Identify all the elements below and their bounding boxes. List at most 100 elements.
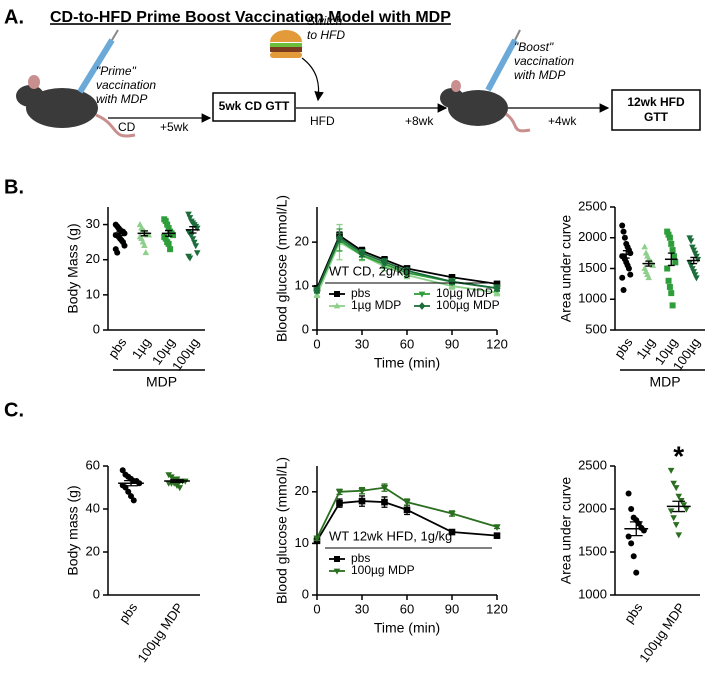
point bbox=[176, 485, 184, 492]
error-bar bbox=[189, 226, 197, 234]
point bbox=[191, 239, 198, 246]
annotation: * bbox=[673, 441, 684, 472]
y-tick-label: 20 bbox=[295, 483, 309, 498]
y-tick-label: 1000 bbox=[578, 291, 607, 306]
legend-label: 100µg MDP bbox=[351, 563, 415, 577]
y-tick-label: 1500 bbox=[578, 543, 607, 558]
point bbox=[165, 225, 172, 232]
point bbox=[641, 243, 648, 250]
point bbox=[687, 238, 695, 245]
point bbox=[691, 250, 699, 257]
point bbox=[119, 467, 126, 474]
point bbox=[666, 234, 673, 241]
x-tick-label: 60 bbox=[400, 601, 414, 616]
point bbox=[403, 506, 411, 514]
y-axis-title: Area under curve bbox=[558, 215, 574, 323]
point bbox=[335, 233, 344, 243]
point bbox=[335, 489, 344, 496]
point bbox=[381, 498, 388, 506]
step-label: CD bbox=[118, 120, 136, 134]
point bbox=[193, 250, 201, 257]
x-tick-label: 100µg MDP bbox=[134, 600, 186, 665]
note: Switch bbox=[307, 14, 343, 28]
group-label: MDP bbox=[649, 374, 680, 390]
y-tick-label: 20 bbox=[86, 543, 100, 558]
group-label: MDP bbox=[146, 374, 177, 390]
x-tick-label: pbs bbox=[611, 335, 636, 361]
legend-label: pbs bbox=[351, 551, 370, 565]
syringe-icon bbox=[485, 29, 521, 92]
x-tick-label: 30 bbox=[355, 601, 369, 616]
point bbox=[619, 274, 626, 281]
y-tick-label: 1000 bbox=[578, 586, 607, 601]
point bbox=[358, 488, 366, 495]
point bbox=[667, 508, 675, 515]
point bbox=[645, 274, 653, 281]
y-tick-label: 20 bbox=[295, 234, 309, 249]
point bbox=[619, 222, 626, 229]
point bbox=[687, 263, 695, 270]
y-axis-title: Area under curve bbox=[558, 477, 574, 585]
error-bar bbox=[690, 256, 698, 265]
point bbox=[666, 283, 673, 290]
point bbox=[186, 215, 194, 222]
point bbox=[403, 266, 411, 275]
note: "Prime" bbox=[96, 64, 137, 78]
point bbox=[628, 540, 635, 547]
point bbox=[493, 280, 501, 288]
y-tick-label: 2500 bbox=[578, 198, 607, 213]
point bbox=[690, 247, 698, 254]
point bbox=[672, 485, 680, 492]
note: vaccination bbox=[96, 78, 156, 92]
x-tick-label: 0 bbox=[313, 336, 320, 351]
error-bar bbox=[645, 260, 653, 267]
point bbox=[667, 467, 675, 474]
point bbox=[633, 569, 640, 576]
point bbox=[141, 242, 148, 249]
point bbox=[664, 228, 671, 235]
error-bar bbox=[672, 500, 686, 513]
point bbox=[621, 234, 628, 241]
legend-label: 10µg MDP bbox=[436, 286, 493, 300]
point bbox=[128, 493, 134, 500]
point bbox=[189, 236, 197, 243]
point bbox=[334, 556, 340, 562]
y-tick-label: 0 bbox=[93, 586, 100, 601]
point bbox=[333, 302, 341, 309]
point bbox=[162, 218, 169, 225]
y-axis-title: Body Mass (g) bbox=[65, 223, 81, 313]
y-tick-label: 10 bbox=[86, 286, 100, 301]
point bbox=[313, 535, 321, 543]
legend-label: 1µg MDP bbox=[351, 298, 401, 312]
error-bar bbox=[116, 230, 124, 237]
note: "Boost" bbox=[514, 40, 554, 54]
point bbox=[418, 291, 426, 298]
point bbox=[680, 502, 688, 509]
point bbox=[672, 259, 679, 266]
point bbox=[627, 271, 634, 278]
box-label: 5wk CD GTT bbox=[219, 99, 290, 113]
y-tick-label: 0 bbox=[302, 321, 309, 336]
y-tick-label: 0 bbox=[302, 586, 309, 601]
point bbox=[625, 265, 632, 272]
point bbox=[167, 246, 174, 253]
point bbox=[668, 240, 675, 247]
point bbox=[670, 253, 677, 260]
y-axis-title: Body mass (g) bbox=[65, 485, 81, 575]
point bbox=[403, 499, 411, 507]
point bbox=[418, 302, 426, 310]
point bbox=[448, 528, 456, 536]
point bbox=[142, 249, 150, 256]
y-tick-label: 30 bbox=[86, 216, 100, 231]
x-tick-label: 120 bbox=[486, 336, 508, 351]
y-tick-label: 10 bbox=[295, 535, 309, 550]
point bbox=[192, 243, 200, 250]
point bbox=[313, 286, 321, 295]
point bbox=[493, 524, 501, 531]
x-tick-label: 60 bbox=[400, 336, 414, 351]
y-tick-label: 40 bbox=[86, 500, 100, 515]
legend-title: WT CD, 2g/kg bbox=[329, 263, 410, 278]
point bbox=[448, 273, 456, 281]
box bbox=[611, 89, 701, 131]
